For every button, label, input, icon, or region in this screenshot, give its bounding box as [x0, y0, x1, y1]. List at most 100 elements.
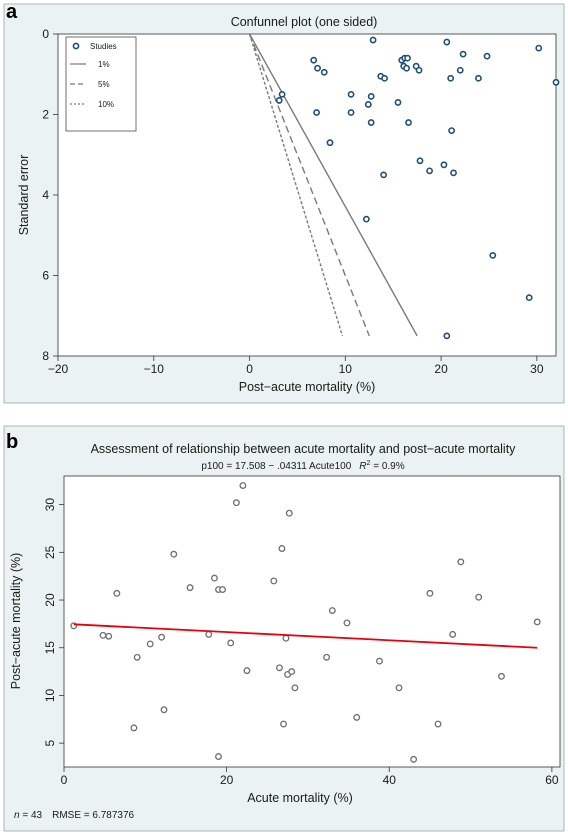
study-point — [405, 119, 412, 126]
fit-line — [73, 623, 538, 649]
data-point — [205, 630, 213, 638]
data-point — [533, 618, 541, 626]
x-tick-label: 20 — [434, 362, 448, 376]
y-tick-label: 5 — [43, 739, 57, 746]
panel-b-points — [70, 482, 541, 763]
panel-b-plot-area — [63, 475, 561, 768]
study-point — [380, 171, 388, 179]
x-tick-label: 40 — [383, 773, 397, 787]
study-point — [443, 332, 451, 340]
data-point — [219, 586, 227, 593]
study-point — [314, 64, 321, 72]
study-point — [459, 50, 467, 58]
x-tick-label: −10 — [144, 362, 165, 376]
study-point — [483, 52, 491, 60]
data-point — [498, 672, 505, 680]
data-point — [170, 550, 178, 558]
study-point — [416, 157, 424, 165]
data-point — [133, 653, 141, 661]
legend-marker-studies — [72, 42, 80, 50]
data-point — [449, 630, 457, 638]
study-point — [475, 74, 482, 82]
data-point — [457, 558, 465, 566]
data-point — [343, 619, 351, 627]
y-tick-label: 8 — [42, 349, 49, 363]
x-tick-label: 30 — [530, 362, 544, 376]
panel-a-points — [275, 36, 560, 340]
data-point — [288, 668, 296, 676]
data-point — [158, 633, 166, 641]
legend-box — [65, 36, 137, 132]
study-point — [369, 36, 377, 44]
y-tick-label: 20 — [43, 593, 57, 607]
y-tick-label: 6 — [42, 269, 49, 283]
study-point — [456, 66, 464, 74]
panel-b-title: Assessment of relationship between acute… — [91, 442, 517, 456]
contour-line — [248, 33, 418, 337]
data-point — [227, 639, 235, 647]
panel-b-axes: 0 20 40 60 5 10 15 20 25 30 — [43, 498, 559, 787]
data-point — [113, 589, 121, 597]
study-point — [552, 78, 560, 86]
x-tick-label: 20 — [220, 773, 234, 787]
legend-label-studies: Studies — [90, 42, 117, 51]
panel-a-title: Confunnel plot (one sided) — [231, 15, 378, 29]
study-point — [381, 74, 388, 82]
y-tick-label: 10 — [43, 688, 57, 702]
y-tick-label: 25 — [43, 545, 57, 559]
study-point — [362, 215, 370, 223]
panel-b-footnote: n = 43 RMSE = 6.787376 — [14, 810, 135, 821]
panel-a-legend: Studies 1% 5% 10% — [65, 36, 137, 132]
panel-b-subtitle: p100 = 17.508 − .04311 Acute100 R2 = 0.9% — [201, 460, 404, 472]
study-point — [278, 90, 286, 98]
study-point — [443, 38, 451, 46]
data-point — [323, 653, 331, 661]
data-point — [426, 589, 434, 597]
y-tick-label: 2 — [42, 108, 49, 122]
panel-b-ylabel: Post−acute mortality (%) — [9, 553, 23, 690]
study-point — [310, 56, 318, 64]
panel-b-xlabel: Acute mortality (%) — [247, 791, 353, 805]
y-tick-label: 4 — [42, 188, 49, 202]
study-point — [404, 54, 411, 62]
data-point — [210, 574, 218, 582]
data-point — [285, 509, 293, 517]
panel-a-contours — [248, 33, 418, 337]
data-point — [282, 634, 290, 642]
study-point — [489, 251, 497, 259]
panel-a-axes: −20 −10 0 10 20 30 0 2 4 6 8 — [42, 27, 544, 376]
data-point — [105, 632, 113, 640]
panel-a-ylabel: Standard error — [17, 155, 31, 236]
data-point — [395, 684, 403, 692]
panel-a-plot-area — [57, 33, 557, 357]
x-tick-label: −20 — [48, 362, 69, 376]
panel-b-r2-value: = 0.9% — [370, 461, 404, 472]
legend-label-5pct: 5% — [98, 80, 110, 89]
data-point — [146, 640, 154, 648]
study-point — [313, 109, 320, 116]
data-point — [353, 713, 361, 721]
contour-line — [248, 33, 370, 337]
study-point — [347, 90, 355, 98]
panel-b-fit — [73, 623, 538, 649]
study-point — [320, 68, 328, 76]
study-point — [326, 139, 334, 147]
panel-b-r2-exponent: 2 — [367, 460, 371, 467]
data-point — [243, 667, 251, 675]
data-point — [160, 706, 168, 714]
study-point — [525, 294, 533, 302]
data-point — [434, 720, 442, 728]
x-tick-label: 60 — [545, 773, 559, 787]
x-tick-label: 0 — [246, 362, 253, 376]
legend-label-10pct: 10% — [98, 100, 114, 109]
study-point — [447, 74, 455, 82]
panel-b-letter: b — [6, 431, 18, 453]
study-point — [364, 101, 372, 108]
data-point — [276, 664, 283, 672]
contour-line — [248, 33, 344, 337]
study-point — [403, 64, 410, 72]
study-point — [275, 97, 283, 104]
data-point — [186, 584, 194, 592]
legend-label-1pct: 1% — [98, 60, 110, 69]
